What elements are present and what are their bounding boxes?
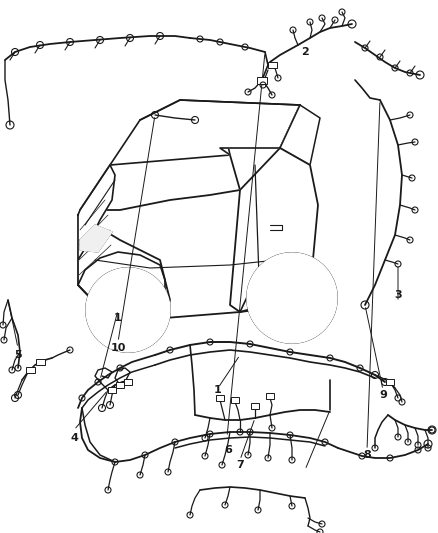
- Bar: [231, 397, 239, 403]
- Text: 4: 4: [70, 433, 78, 443]
- Text: 1: 1: [114, 313, 122, 323]
- Bar: [251, 403, 259, 409]
- Bar: [108, 387, 116, 393]
- Bar: [386, 379, 394, 385]
- Bar: [266, 393, 274, 399]
- Text: 9: 9: [379, 390, 387, 400]
- Bar: [268, 62, 276, 68]
- Polygon shape: [110, 108, 230, 165]
- Bar: [25, 367, 35, 373]
- Polygon shape: [80, 148, 240, 210]
- Text: 10: 10: [110, 343, 126, 353]
- Polygon shape: [140, 100, 300, 155]
- Polygon shape: [280, 105, 320, 165]
- Text: 8: 8: [363, 450, 371, 460]
- Text: 2: 2: [301, 47, 309, 57]
- Polygon shape: [78, 215, 170, 318]
- Text: 6: 6: [224, 445, 232, 455]
- Polygon shape: [86, 268, 170, 352]
- Text: 7: 7: [236, 460, 244, 470]
- Polygon shape: [78, 165, 115, 260]
- Polygon shape: [230, 148, 318, 312]
- Bar: [216, 395, 224, 401]
- Bar: [257, 77, 267, 84]
- Bar: [116, 382, 124, 388]
- Bar: [124, 379, 132, 385]
- Polygon shape: [80, 225, 112, 252]
- Text: 1: 1: [214, 385, 222, 395]
- Text: 3: 3: [394, 290, 402, 300]
- Bar: [35, 359, 45, 365]
- Text: 5: 5: [14, 350, 22, 360]
- Polygon shape: [247, 253, 337, 343]
